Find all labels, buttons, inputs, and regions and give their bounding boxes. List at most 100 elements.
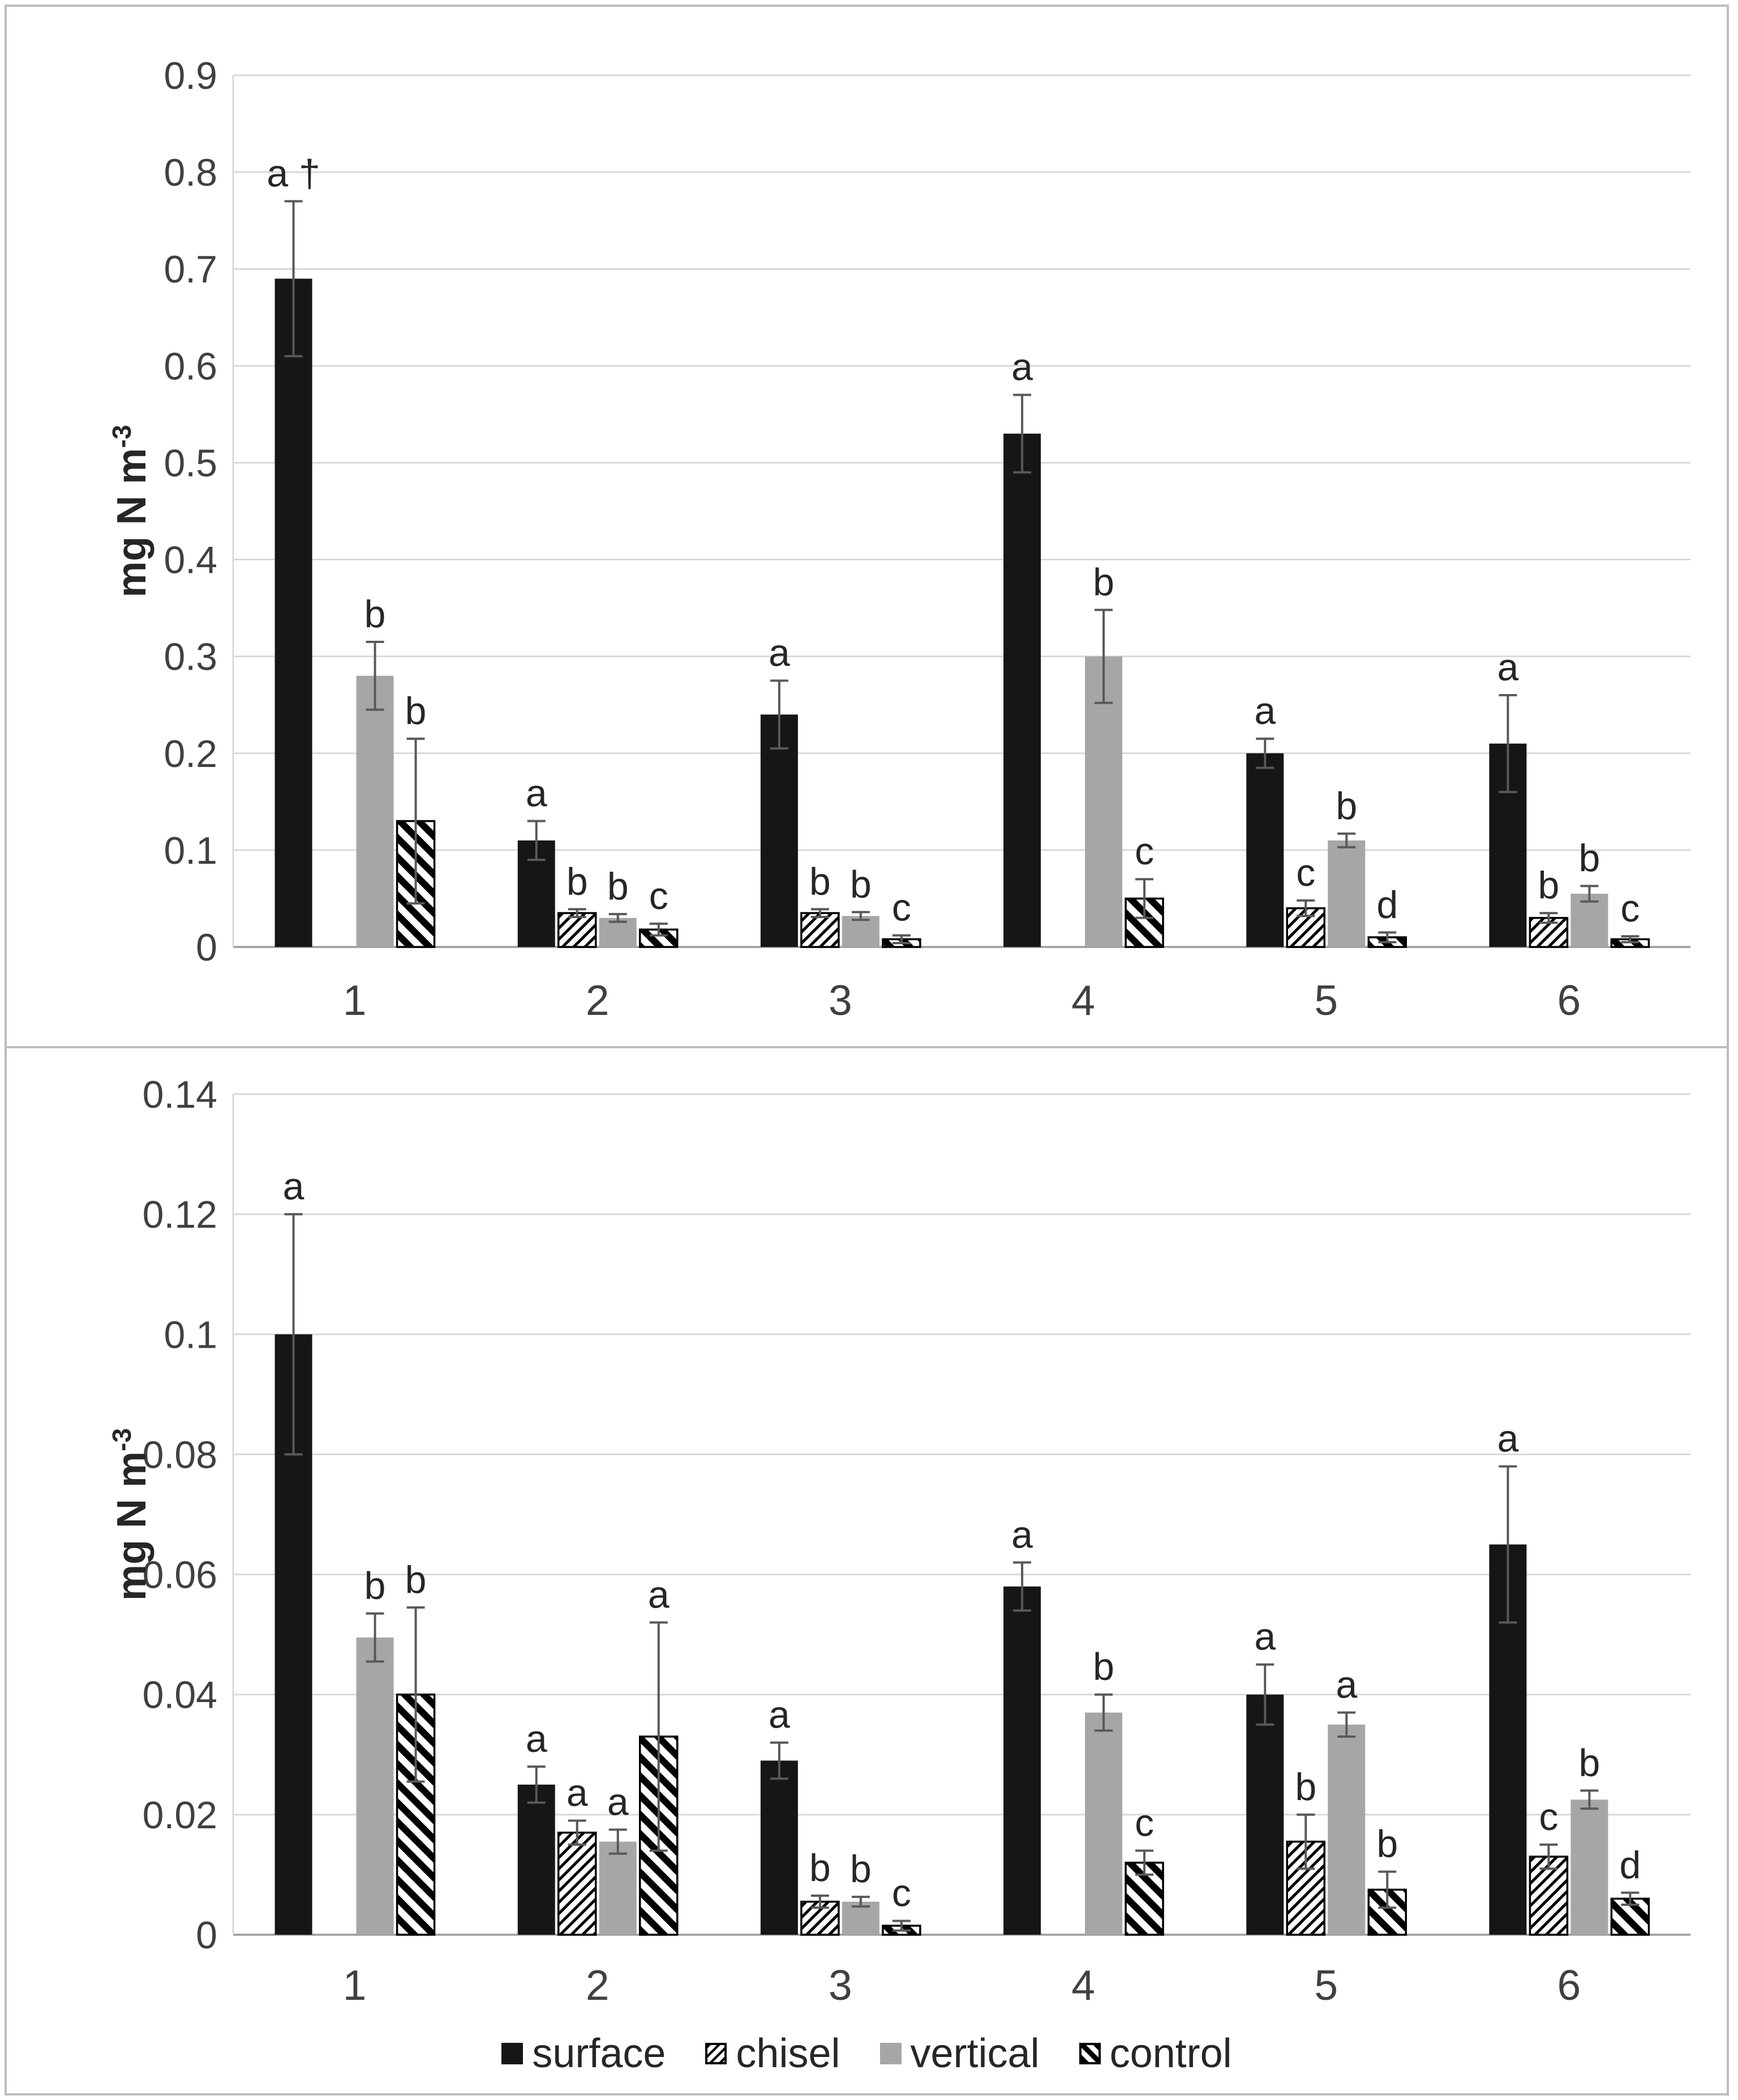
significance-letter: d	[1376, 883, 1398, 926]
x-category-label: 6	[1557, 976, 1581, 1024]
legend-swatch-vertical-icon	[879, 2043, 902, 2064]
y-tick-label: 0.14	[143, 1073, 217, 1116]
significance-letter: b	[607, 865, 629, 908]
significance-letter: a	[567, 1771, 588, 1814]
significance-letter: c	[892, 1872, 911, 1915]
bar-vertical	[356, 1637, 394, 1935]
bar-surface	[1003, 434, 1041, 947]
significance-letter: c	[649, 875, 668, 918]
bar-vertical	[1085, 1712, 1123, 1935]
y-tick-label: 0.4	[164, 539, 217, 582]
significance-letter: a †	[267, 152, 320, 195]
legend-swatch-chisel-icon	[705, 2043, 727, 2064]
significance-letter: a	[1336, 1664, 1357, 1707]
y-tick-label: 0	[196, 1914, 217, 1957]
significance-letter: b	[1376, 1823, 1398, 1866]
y-tick-label: 0.7	[164, 248, 217, 291]
significance-letter: c	[892, 886, 911, 929]
significance-letter: b	[809, 1846, 831, 1889]
figure: 0 0.1 0.2 0.3 0.4 0.5 0.6 0.7 0.8 0.9 mg N m-3 a † a…	[5, 5, 1729, 2095]
y-tick-label: 0.06	[143, 1554, 217, 1597]
significance-letter: b	[405, 689, 427, 732]
x-category-label: 4	[1071, 1961, 1095, 2009]
bar-surface	[517, 1784, 555, 1935]
x-category-label: 3	[829, 1961, 852, 2009]
significance-letter: a	[526, 772, 547, 815]
bar-surface	[760, 1760, 798, 1935]
x-category-label: 2	[586, 1961, 610, 2009]
significance-letter: b	[1579, 837, 1600, 880]
bar-surface	[1003, 1586, 1041, 1935]
bar-chisel	[557, 1831, 597, 1936]
significance-letter: a	[283, 1165, 304, 1208]
bar-vertical	[1328, 840, 1366, 947]
significance-letter: a	[1011, 1513, 1033, 1556]
significance-letter: a	[526, 1717, 547, 1760]
legend-swatch-surface-icon	[501, 2043, 523, 2064]
y-tick-label: 0.6	[164, 345, 217, 388]
significance-letter: c	[1135, 1802, 1154, 1845]
bar-surface	[274, 278, 312, 947]
legend-label-vertical: vertical	[910, 2031, 1040, 2076]
significance-letter: b	[1093, 561, 1114, 604]
significance-letter: b	[405, 1558, 427, 1601]
legend-item-vertical: vertical	[879, 2030, 1040, 2077]
bar-vertical	[842, 916, 879, 947]
significance-letter: c	[1539, 1795, 1558, 1838]
significance-letter: b	[809, 860, 831, 903]
bar-surface	[760, 714, 798, 947]
x-category-label: 5	[1314, 976, 1338, 1024]
significance-letter: d	[1620, 1844, 1641, 1887]
y-tick-label: 0.1	[164, 829, 217, 872]
significance-letter: a	[1497, 646, 1519, 689]
significance-letter: c	[1620, 887, 1640, 930]
legend-item-surface: surface	[501, 2030, 666, 2077]
significance-letter: b	[1538, 864, 1560, 907]
significance-letter: b	[850, 863, 872, 906]
significance-letter: a	[1497, 1417, 1519, 1460]
x-category-label: 4	[1071, 976, 1095, 1024]
significance-letter: a	[1011, 346, 1033, 389]
significance-letter: c	[1296, 851, 1315, 894]
significance-letter: b	[1093, 1645, 1114, 1688]
chart-panel-bottom: 0 0.02 0.04 0.06 0.08 0.1 0.12 0.14 mg N m-3 a a a a…	[7, 1046, 1727, 2093]
bar-surface	[1246, 1694, 1284, 1935]
y-tick-label: 0.1	[164, 1313, 217, 1356]
y-tick-label: 0.08	[143, 1433, 217, 1476]
bar-chisel	[800, 1900, 840, 1936]
bar-control	[639, 928, 679, 948]
y-tick-label: 0.8	[164, 151, 217, 194]
y-tick-label: 0.5	[164, 442, 217, 485]
significance-letter: a	[1254, 1615, 1276, 1658]
x-category-label: 6	[1557, 1961, 1581, 2009]
y-axis-title: mg N m-3	[107, 1428, 155, 1601]
significance-letter: a	[1254, 689, 1276, 732]
significance-letter: a	[769, 631, 790, 674]
chart-panel-top: 0 0.1 0.2 0.3 0.4 0.5 0.6 0.7 0.8 0.9 mg N m-3 a † a…	[7, 7, 1727, 1046]
x-category-label: 5	[1314, 1961, 1338, 2009]
chart-legend: surface chisel vertical control	[7, 2014, 1727, 2093]
bar-chart-top: 0 0.1 0.2 0.3 0.4 0.5 0.6 0.7 0.8 0.9 mg N m-3 a † a…	[107, 54, 1690, 1024]
bar-vertical	[356, 675, 394, 947]
bar-vertical	[1570, 1799, 1608, 1935]
y-tick-label: 0.9	[164, 54, 217, 97]
y-tick-label: 0.12	[143, 1193, 217, 1236]
significance-letter: b	[1336, 785, 1357, 828]
bar-chisel	[800, 912, 840, 948]
legend-label-control: control	[1109, 2031, 1232, 2076]
x-category-label: 2	[586, 976, 610, 1024]
y-tick-label: 0.2	[164, 732, 217, 775]
x-category-label: 1	[343, 1961, 367, 2009]
bar-chisel	[557, 912, 597, 948]
significance-letter: b	[364, 593, 386, 636]
legend-swatch-control-icon	[1079, 2043, 1101, 2064]
significance-letter: a	[648, 1573, 670, 1616]
x-category-label: 3	[829, 976, 852, 1024]
y-tick-label: 0	[196, 926, 217, 969]
significance-letter: b	[364, 1565, 386, 1608]
significance-letter: b	[850, 1848, 872, 1891]
significance-letter: c	[1135, 830, 1154, 873]
significance-letter: b	[1579, 1741, 1600, 1784]
bar-vertical	[599, 1841, 637, 1935]
